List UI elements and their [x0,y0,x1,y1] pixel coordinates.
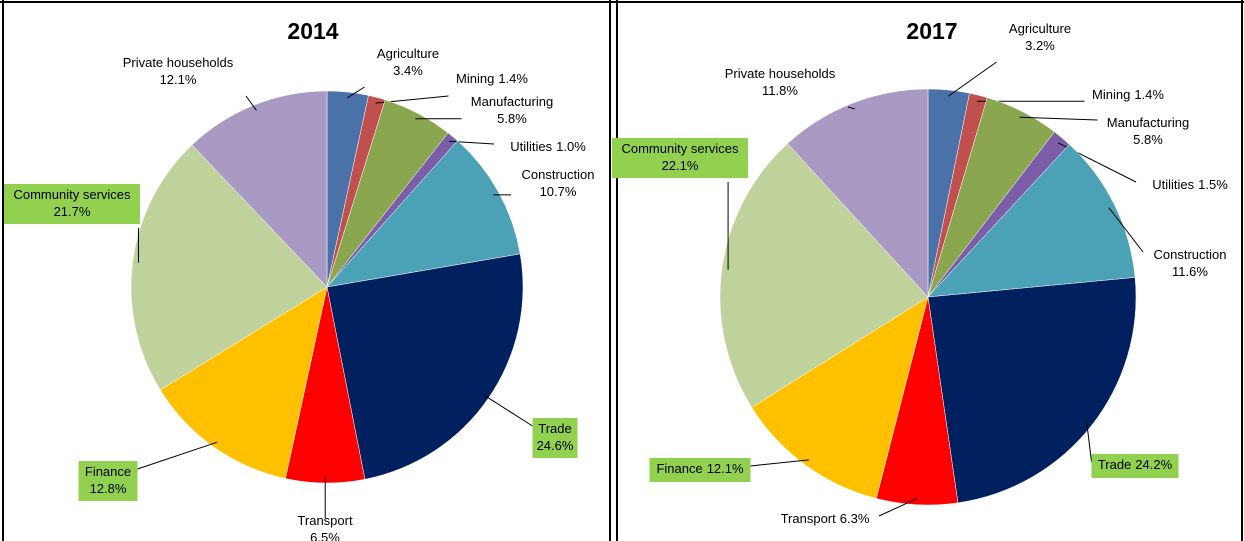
category-label: Agriculture [377,46,439,61]
slice-label: Agriculture 3.4% [377,46,439,78]
category-label: Community services [621,141,739,156]
value-label: 5.8% [1133,132,1163,147]
slice-label: Trade 24.6% [537,421,574,453]
category-label: Finance [656,461,702,476]
category-label: Manufacturing [1107,115,1189,130]
leader-line [878,498,918,517]
chart-title: 2017 [906,18,957,44]
category-label: Trade [538,421,571,436]
slice-label: Manufacturing 5.8% [1107,115,1189,147]
label-box [649,458,751,482]
pie-slice [751,296,929,499]
category-label: Mining [1092,87,1130,102]
category-label: Construction [1154,247,1227,262]
pie-slice [191,90,328,288]
category-label: Trade [1098,457,1131,472]
leader-line [1086,421,1092,463]
leader-line [137,441,218,470]
category-label: Utilities [510,139,552,154]
category-label: Utilities [1152,177,1194,192]
pie-slice [159,286,328,479]
value-label: 22.1% [662,158,699,173]
value-label: 12.8% [90,481,127,496]
value-label: 3.4% [393,63,423,78]
leader-line [1108,207,1144,253]
value-label: 6.5% [310,530,340,541]
pie-slice [326,140,521,288]
category-label: Construction [522,167,595,182]
leader-line [347,86,365,99]
leader-line [245,95,257,111]
slice-label: Private households 12.1% [123,55,234,87]
label-box [532,418,578,458]
category-label: Transport [297,513,353,528]
value-label: 1.0% [556,139,586,154]
leader-line [1019,116,1098,121]
category-label: Mining [456,71,494,86]
slice-label: Community services 21.7% [13,187,131,219]
category-label: Finance [85,464,131,479]
label-box [78,461,138,501]
label-box [612,138,748,178]
pie-slice [927,277,1137,504]
slice-label: Mining 1.4% [456,71,528,86]
value-label: 1.5% [1198,177,1228,192]
pie-slice [719,143,929,408]
category-label: Private households [123,55,234,70]
slice-label: Finance 12.8% [85,464,131,496]
pie-slice [927,144,1136,298]
slice-label: Transport 6.3% [781,511,870,526]
value-label: 1.4% [498,71,528,86]
value-label: 12.1% [707,461,744,476]
slice-label: Utilities 1.5% [1152,177,1228,192]
value-label: 21.7% [54,204,91,219]
category-label: Transport [781,511,837,526]
value-label: 24.2% [1135,457,1172,472]
slice-label: Mining 1.4% [1092,87,1164,102]
value-label: 11.6% [1172,264,1208,279]
leader-line [947,61,997,97]
value-label: 11.8% [762,83,798,98]
label-box [4,184,140,224]
slice-label: Construction 10.7% [522,167,595,199]
slice-label: Agriculture 3.2% [1009,21,1071,53]
value-label: 3.2% [1025,38,1055,53]
value-label: 12.1% [160,72,197,87]
slice-label: Community services 22.1% [621,141,739,173]
category-label: Manufacturing [471,94,553,109]
value-label: 6.3% [840,511,870,526]
pie-slice [130,144,328,391]
chart-title: 2014 [287,18,338,44]
slice-label: Private households 11.8% [725,66,836,98]
slice-label: Construction 11.6% [1154,247,1227,279]
slice-label: Utilities 1.0% [510,139,586,154]
slice-label: Manufacturing 5.8% [471,94,553,126]
label-box [1091,454,1179,478]
category-label: Agriculture [1009,21,1071,36]
pie-slice [787,88,929,298]
leader-line [847,106,856,110]
category-label: Community services [13,187,131,202]
slice-label: Finance 12.1% [656,461,744,476]
leader-line [750,459,809,467]
value-label: 1.4% [1134,87,1164,102]
value-label: 10.7% [540,184,577,199]
slice-label: Transport 6.5% [297,513,353,541]
value-label: 24.6% [537,438,574,453]
value-label: 5.8% [497,111,527,126]
category-label: Private households [725,66,836,81]
leader-line [483,394,533,427]
slice-label: Trade 24.2% [1098,457,1173,472]
